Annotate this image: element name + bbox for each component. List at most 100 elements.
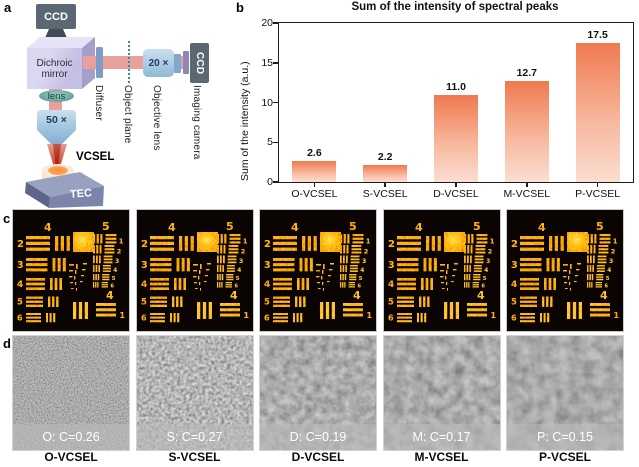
bar-value-label: 17.5 bbox=[587, 28, 608, 41]
panel-label-a: a bbox=[4, 0, 12, 15]
image-caption: P-VCSEL bbox=[538, 450, 591, 464]
chart-title: Sum of the intensity of spectral peaks bbox=[351, 1, 559, 13]
x-tick-label: P-VCSEL bbox=[575, 188, 621, 200]
svg-text:2: 2 bbox=[117, 248, 122, 256]
svg-text:1: 1 bbox=[613, 238, 618, 246]
svg-text:2: 2 bbox=[141, 239, 148, 250]
svg-text:4: 4 bbox=[388, 280, 394, 290]
svg-text:1: 1 bbox=[243, 311, 249, 320]
svg-text:2: 2 bbox=[487, 248, 492, 256]
vcsel-label: VCSEL bbox=[76, 151, 115, 163]
svg-text:4: 4 bbox=[17, 280, 23, 290]
bar-value-label: 2.6 bbox=[307, 147, 322, 160]
image-caption: M-VCSEL bbox=[414, 450, 469, 464]
objective-lens-label: Objective lens bbox=[151, 85, 162, 151]
svg-text:4: 4 bbox=[141, 280, 147, 290]
dichroic-cube-top-face bbox=[27, 37, 95, 48]
objective-50x-taper bbox=[37, 130, 76, 144]
bar-value-label: 11.0 bbox=[446, 80, 466, 93]
diffuser-label: Diffuser bbox=[93, 85, 104, 121]
svg-text:4: 4 bbox=[353, 289, 361, 302]
objective-20x-label: 20 × bbox=[148, 57, 169, 69]
x-tick-mark bbox=[313, 183, 316, 187]
y-tick-mark bbox=[272, 22, 278, 24]
svg-text:5: 5 bbox=[141, 298, 147, 308]
bar-P-VCSEL bbox=[575, 42, 620, 182]
y-tick-label: 10 bbox=[261, 96, 273, 109]
y-tick-label: 15 bbox=[261, 56, 273, 69]
svg-text:5: 5 bbox=[17, 298, 23, 308]
collimating-lens: lens bbox=[39, 90, 74, 102]
ccd-top-label: CCD bbox=[44, 10, 68, 23]
bar-value-label: 12.7 bbox=[516, 67, 537, 79]
contrast-overlay: O: C=0.26 bbox=[13, 424, 129, 450]
svg-text:4: 4 bbox=[230, 289, 238, 302]
speckle-image-4: P: C=0.15 bbox=[506, 335, 624, 451]
panel-label-b: b bbox=[236, 0, 244, 15]
svg-text:2: 2 bbox=[264, 239, 271, 250]
svg-text:2: 2 bbox=[240, 248, 245, 256]
chart-plot-area: 0 5 10 15 20 2.6 O-VCSEL 2.2 S-VCSEL 11.0 D-VCSEL 1… bbox=[261, 17, 634, 200]
svg-text:3: 3 bbox=[264, 260, 271, 271]
y-tick-label: 20 bbox=[261, 17, 273, 29]
svg-text:4: 4 bbox=[237, 268, 241, 274]
svg-text:2: 2 bbox=[364, 248, 369, 256]
svg-text:2: 2 bbox=[611, 248, 616, 256]
image-caption: O-VCSEL bbox=[44, 450, 98, 464]
svg-text:1: 1 bbox=[489, 238, 494, 246]
svg-text:1: 1 bbox=[367, 311, 373, 320]
x-tick-label: S-VCSEL bbox=[362, 188, 408, 200]
svg-text:4: 4 bbox=[168, 221, 176, 234]
svg-text:1: 1 bbox=[490, 311, 496, 320]
x-tick-mark bbox=[455, 183, 457, 187]
speckle-image-2: D: C=0.19 bbox=[259, 335, 377, 451]
diffuser-bar bbox=[96, 47, 103, 78]
svg-text:4: 4 bbox=[44, 221, 52, 234]
svg-text:4: 4 bbox=[360, 268, 364, 274]
panel-label-c: c bbox=[3, 211, 11, 226]
svg-text:2: 2 bbox=[511, 239, 518, 250]
image-caption: S-VCSEL bbox=[168, 450, 221, 464]
svg-text:4: 4 bbox=[477, 289, 485, 302]
x-tick-label: D-VCSEL bbox=[433, 188, 479, 200]
ccd-top-box: CCD bbox=[36, 4, 76, 29]
svg-text:6: 6 bbox=[481, 284, 485, 290]
vcsel-mount-glow bbox=[48, 166, 68, 175]
y-tick-mark bbox=[272, 62, 278, 64]
bar-S-VCSEL bbox=[363, 164, 408, 182]
svg-text:4: 4 bbox=[113, 268, 117, 274]
svg-text:6: 6 bbox=[264, 313, 270, 322]
speckle-image-1: S: C=0.27 bbox=[135, 335, 254, 451]
svg-text:4: 4 bbox=[264, 280, 270, 290]
x-tick-label: O-VCSEL bbox=[291, 188, 338, 200]
panel-label-d: d bbox=[3, 336, 11, 351]
svg-text:3: 3 bbox=[486, 258, 490, 265]
svg-text:3: 3 bbox=[239, 258, 243, 265]
svg-text:2: 2 bbox=[388, 239, 395, 250]
lens-label: lens bbox=[47, 90, 66, 102]
svg-text:5: 5 bbox=[596, 220, 604, 233]
panel-a-setup-diagram: a CCD Dichroic mirror 20 × CCD Diffuser bbox=[0, 0, 235, 210]
y-tick-mark bbox=[272, 101, 278, 104]
objective-20x-body: 20 × bbox=[143, 49, 174, 77]
bar-M-VCSEL bbox=[504, 81, 549, 182]
svg-text:5: 5 bbox=[226, 220, 234, 233]
svg-text:6: 6 bbox=[358, 284, 362, 290]
svg-text:5: 5 bbox=[235, 276, 239, 282]
svg-text:3: 3 bbox=[388, 260, 395, 271]
svg-text:3: 3 bbox=[17, 260, 24, 271]
svg-text:4: 4 bbox=[607, 268, 611, 274]
vcsel-beam-core bbox=[53, 144, 61, 169]
imaging-camera-label: Imaging camera bbox=[191, 85, 202, 160]
camera-connector bbox=[183, 51, 189, 74]
contrast-overlay: M: C=0.17 bbox=[383, 424, 500, 450]
svg-text:6: 6 bbox=[141, 313, 147, 322]
